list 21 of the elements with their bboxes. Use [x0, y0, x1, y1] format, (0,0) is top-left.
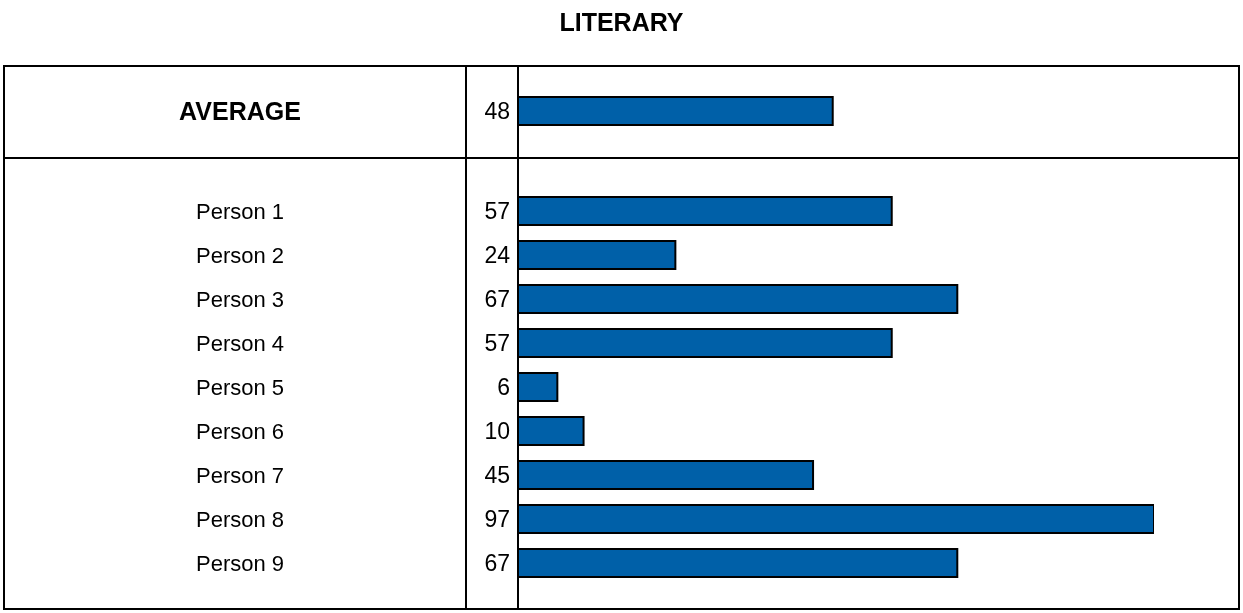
data-label: 24 [484, 242, 511, 269]
data-label: 97 [484, 506, 510, 533]
y-tick-label: Person 4 [195, 330, 285, 356]
data-label: 67 [484, 286, 510, 313]
data-label: 57 [484, 198, 510, 225]
y-tick-label: AVERAGE [179, 96, 301, 125]
data-label: 57 [484, 330, 510, 357]
y-tick-label: Person 8 [195, 506, 285, 532]
y-tick-label: Person 1 [195, 198, 285, 224]
data-label: 6 [497, 374, 510, 401]
y-tick-label: Person 7 [195, 462, 285, 488]
data-label: 10 [484, 418, 510, 445]
data-label: 48 [484, 98, 510, 125]
y-tick-label: Person 3 [195, 286, 285, 312]
data-label: 45 [484, 462, 510, 489]
chart-title: LITERARY [558, 8, 685, 37]
y-tick-label: Person 5 [195, 374, 285, 400]
data-label: 67 [484, 550, 510, 577]
y-tick-label: Person 9 [195, 550, 285, 576]
y-tick-label: Person 2 [195, 242, 285, 268]
y-tick-label: Person 6 [195, 418, 285, 444]
